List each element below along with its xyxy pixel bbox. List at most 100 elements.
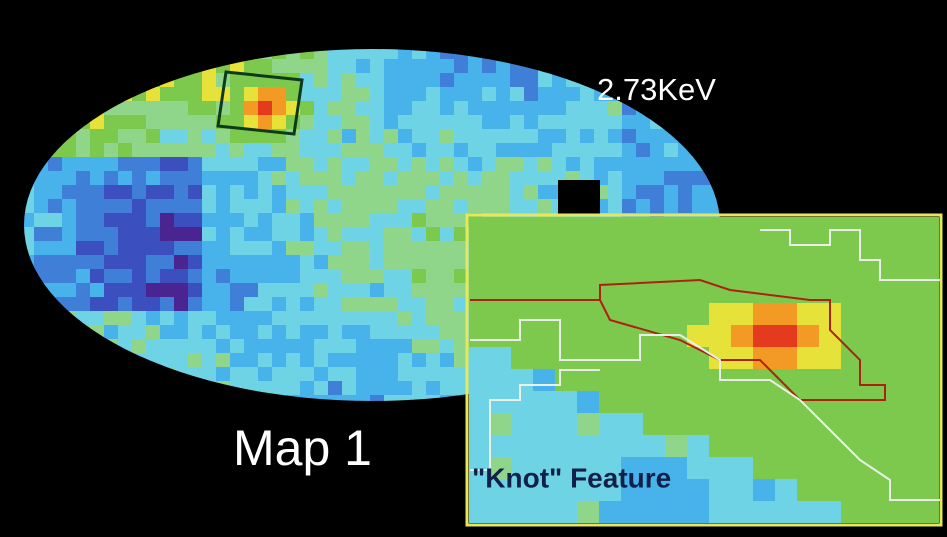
map-pixel <box>496 87 511 102</box>
map-pixel <box>230 213 245 228</box>
map-pixel <box>188 199 203 214</box>
map-pixel <box>731 479 754 502</box>
map-pixel <box>202 171 217 186</box>
map-pixel <box>328 227 343 242</box>
map-pixel <box>412 87 427 102</box>
map-pixel <box>412 241 427 256</box>
map-pixel <box>118 199 133 214</box>
map-pixel <box>76 157 91 172</box>
map-pixel <box>272 381 287 396</box>
map-pixel <box>482 129 497 144</box>
map-pixel <box>160 185 175 200</box>
map-pixel <box>885 303 908 326</box>
map-pixel <box>342 227 357 242</box>
map-pixel <box>643 217 666 238</box>
map-pixel <box>524 143 539 158</box>
map-pixel <box>62 255 77 270</box>
map-pixel <box>819 391 842 414</box>
map-pixel <box>342 339 357 354</box>
map-pixel <box>929 303 939 326</box>
map-pixel <box>511 413 534 436</box>
map-pixel <box>650 171 665 186</box>
map-pixel <box>286 297 301 312</box>
map-pixel <box>819 237 842 260</box>
map-pixel <box>885 217 908 238</box>
map-pixel <box>286 269 301 284</box>
map-pixel <box>819 325 842 348</box>
map-pixel <box>643 435 666 458</box>
map-pixel <box>104 199 119 214</box>
map-pixel <box>384 269 399 284</box>
map-pixel <box>454 199 469 214</box>
map-pixel <box>412 283 427 298</box>
map-pixel <box>665 479 688 502</box>
map-pixel <box>328 73 343 88</box>
map-pixel <box>664 157 679 172</box>
map-pixel <box>398 143 413 158</box>
map-pixel <box>566 101 581 116</box>
map-pixel <box>132 255 147 270</box>
map-pixel <box>489 413 512 436</box>
map-pixel <box>328 157 343 172</box>
map-pixel <box>300 143 315 158</box>
map-pixel <box>468 73 483 88</box>
map-pixel <box>643 391 666 414</box>
map-pixel <box>819 435 842 458</box>
map-pixel <box>555 369 578 392</box>
map-pixel <box>797 457 820 480</box>
map-pixel <box>731 237 754 260</box>
map-pixel <box>342 143 357 158</box>
map-pixel <box>202 339 217 354</box>
map-pixel <box>643 237 666 260</box>
map-pixel <box>384 227 399 242</box>
map-pixel <box>731 217 754 238</box>
map-pixel <box>188 115 203 130</box>
map-pixel <box>468 199 483 214</box>
map-pixel <box>454 353 469 368</box>
map-pixel <box>594 143 609 158</box>
map-pixel <box>524 115 539 130</box>
map-pixel <box>665 237 688 260</box>
map-pixel <box>426 283 441 298</box>
map-pixel <box>533 457 556 480</box>
map-pixel <box>342 129 357 144</box>
map-pixel <box>426 213 441 228</box>
map-pixel <box>907 479 930 502</box>
map-pixel <box>469 303 490 326</box>
map-pixel <box>146 241 161 256</box>
map-pixel <box>412 269 427 284</box>
map-pixel <box>510 171 525 186</box>
map-pixel <box>174 269 189 284</box>
map-pixel <box>577 479 600 502</box>
map-pixel <box>300 213 315 228</box>
map-pixel <box>511 347 534 370</box>
map-pixel <box>538 143 553 158</box>
map-pixel <box>62 185 77 200</box>
map-pixel <box>342 87 357 102</box>
map-pixel <box>709 259 732 282</box>
map-pixel <box>577 501 600 523</box>
map-pixel <box>300 367 315 382</box>
map-pixel <box>62 171 77 186</box>
map-pixel <box>468 129 483 144</box>
map-pixel <box>76 297 91 312</box>
map-pixel <box>885 413 908 436</box>
map-pixel <box>577 369 600 392</box>
map-pixel <box>90 311 105 326</box>
map-pixel <box>356 283 371 298</box>
map-pixel <box>230 255 245 270</box>
map-pixel <box>621 281 644 304</box>
map-pixel <box>62 213 77 228</box>
map-pixel <box>885 435 908 458</box>
map-pixel <box>398 59 413 74</box>
map-pixel <box>731 303 754 326</box>
map-pixel <box>753 217 776 238</box>
map-pixel <box>230 143 245 158</box>
map-pixel <box>48 255 63 270</box>
map-pixel <box>819 259 842 282</box>
map-pixel <box>342 157 357 172</box>
map-pixel <box>258 339 273 354</box>
map-pixel <box>356 395 371 401</box>
map-pixel <box>496 171 511 186</box>
map-pixel <box>48 171 63 186</box>
